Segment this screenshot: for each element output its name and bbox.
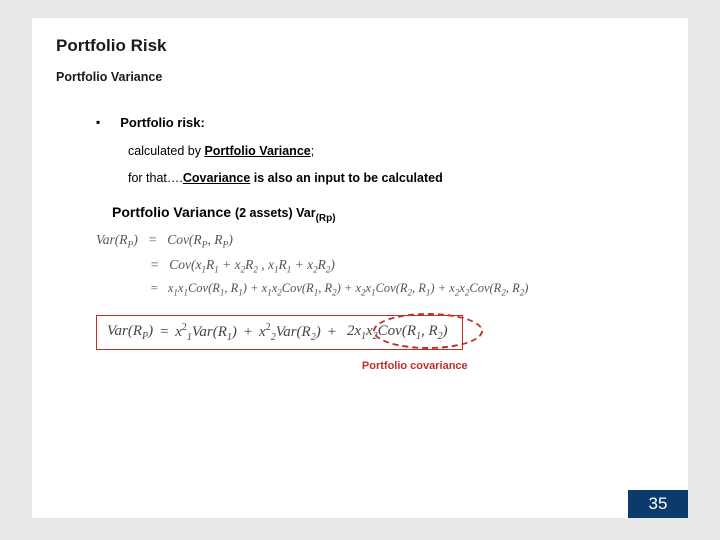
line1-prefix: calculated by xyxy=(128,144,204,158)
bullet-marker: ▪ xyxy=(96,114,100,131)
line1-emph: Portfolio Variance xyxy=(204,144,310,158)
bullet-line-1: calculated by Portfolio Variance; xyxy=(128,142,664,161)
pv-main: Portfolio Variance xyxy=(112,204,235,220)
covariance-callout: Portfolio covariance xyxy=(362,360,468,372)
slide-title: Portfolio Risk xyxy=(56,36,664,56)
boxed-term-1: x21Var(R1) xyxy=(175,322,237,343)
pv-paren: (2 assets) xyxy=(235,206,296,220)
bullet-heading: Portfolio risk: xyxy=(120,114,205,132)
equation-block: Var(RP) = Cov(RP, RP) = Cov(x1R1 + x2R2 … xyxy=(96,229,664,301)
pv-var: Var xyxy=(296,206,315,220)
portfolio-variance-heading: Portfolio Variance (2 assets) Var(Rp) xyxy=(112,204,664,224)
page-number: 35 xyxy=(628,490,688,518)
line2-emph: Covariance xyxy=(183,171,250,185)
eq-row-1: Var(RP) = Cov(RP, RP) xyxy=(96,229,664,254)
boxed-term-2: x22Var(R2) xyxy=(259,322,321,343)
boxed-term-3: 2x1x2Cov(R1, R2) xyxy=(343,323,452,342)
bullet-row: ▪ Portfolio risk: xyxy=(96,114,664,132)
eq-row-3: = x1x1Cov(R1, R1) + x1x2Cov(R1, R2) + x2… xyxy=(96,278,664,301)
line2-suffix: is also an input to be calculated xyxy=(250,171,442,185)
bullet-line-2: for that….Covariance is also an input to… xyxy=(128,169,664,188)
boxed-equation: Var(RP) = x21Var(R1) + x22Var(R2) + 2x1x… xyxy=(96,315,463,350)
slide-subtitle: Portfolio Variance xyxy=(56,70,664,84)
line2-prefix: for that…. xyxy=(128,171,183,185)
slide: Portfolio Risk Portfolio Variance ▪ Port… xyxy=(32,18,688,518)
line1-suffix: ; xyxy=(311,144,314,158)
eq-row-2: = Cov(x1R1 + x2R2 , x1R1 + x2R2) xyxy=(96,254,664,278)
boxed-lhs: Var(RP) xyxy=(107,323,153,342)
pv-sub: (Rp) xyxy=(316,212,336,223)
